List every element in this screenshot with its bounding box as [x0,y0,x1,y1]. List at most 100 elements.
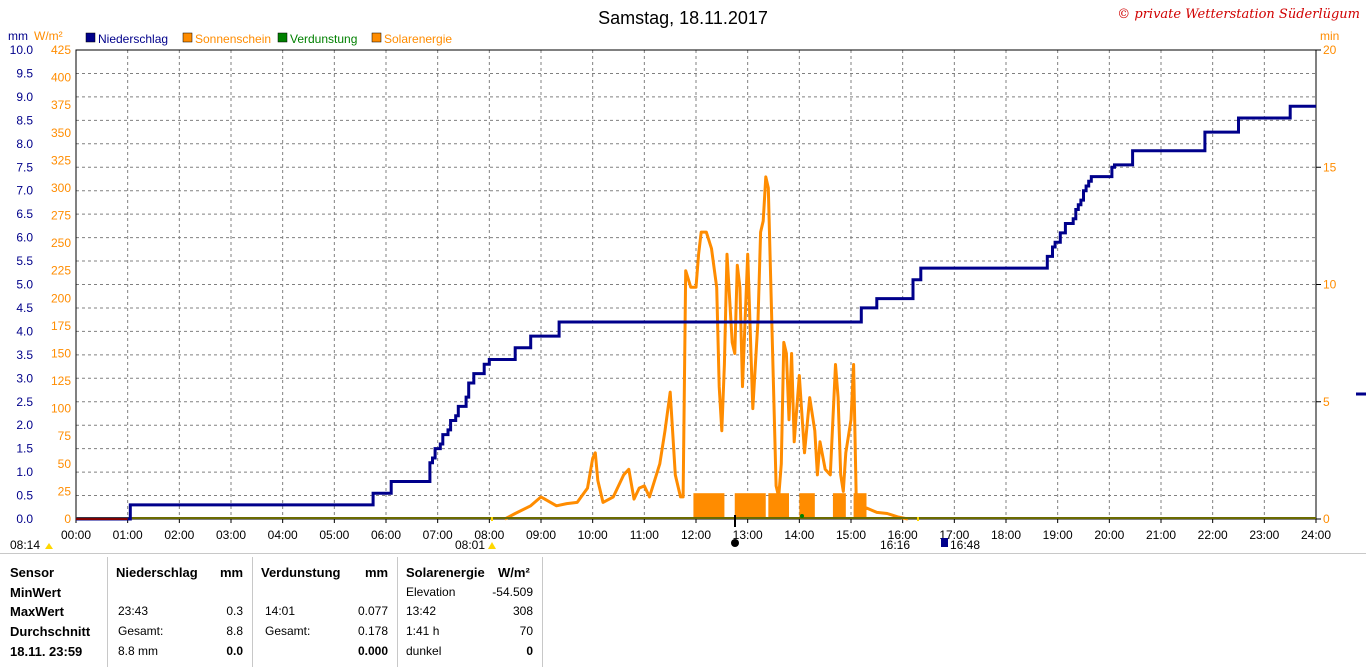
y-tick-wm2: 125 [51,374,71,388]
stats-cell-v_b: 0.000 [357,644,388,658]
x-tick-label: 02:00 [164,528,194,542]
legend-swatch [371,32,382,43]
y-tick-mm: 10.0 [10,43,34,57]
stats-cell-v_a: Gesamt: [265,624,311,638]
y-tick-mm: 7.0 [16,184,33,198]
stats-cell-n_b: 0.3 [226,604,243,618]
y-tick-mm: 3.5 [16,348,33,362]
sunshine-bar [768,493,789,519]
x-tick-label: 24:00 [1301,528,1331,542]
x-tick-label: 05:00 [319,528,349,542]
x-tick-label: 12:00 [681,528,711,542]
y-tick-wm2: 100 [51,402,71,416]
x-tick-label: 15:00 [836,528,866,542]
unit-min: min [1320,29,1339,43]
y-tick-wm2: 175 [51,319,71,333]
stats-cell-v_b: 0.178 [357,624,388,638]
col-divider [542,557,543,667]
sunrise-icon [488,542,496,549]
y-tick-wm2: 150 [51,346,71,360]
axes: 0.0 0.5 1.0 1.5 2.0 2.5 3.0 3.5 4.0 4.5 5.0 5.5 6.0 6… [10,43,1337,542]
x-tick-label: 13:00 [733,528,763,542]
x-tick-label: 09:00 [526,528,556,542]
unit-mm: mm [8,29,28,43]
x-tick-label: 07:00 [423,528,453,542]
y-tick-wm2: 300 [51,181,71,195]
stats-cell-s_a: 1:41 h [406,624,440,638]
y-tick-wm2: 75 [58,429,72,443]
y-tick-mm: 2.5 [16,395,33,409]
sun-markers: 08:14 08:01 16:16 16:48 [10,392,1366,552]
header-solar: Solarenergie [406,565,485,580]
y-tick-wm2: 225 [51,264,71,278]
y-tick-wm2: 0 [64,512,71,526]
col-divider [107,557,108,667]
legend-swatch [182,32,193,43]
sunset-time: 16:16 [880,538,910,552]
y-tick-wm2: 200 [51,291,71,305]
y-tick-wm2: 50 [58,457,72,471]
stats-cell-n_b: 8.8 [226,624,243,638]
series-niederschlag-line [76,104,1316,521]
stats-cell-label: Durchschnitt [10,624,91,639]
y-tick-mm: 8.5 [16,113,33,127]
legend: Niederschlag Sonnenschein Verdunstung Solar… [85,32,452,46]
y-tick-wm2: 350 [51,126,71,140]
y-tick-wm2: 275 [51,209,71,223]
y-tick-mm: 6.5 [16,207,33,221]
x-tick-label: 14:00 [784,528,814,542]
sunshine-bar [832,493,846,519]
stats-top-border [0,553,1366,554]
y-tick-mm: 5.5 [16,254,33,268]
stats-cell-n_a: 8.8 mm [118,644,159,658]
sunrise-time-left: 08:14 [10,538,40,552]
header-verdunstung: Verdunstung [261,565,341,580]
y-tick-mm: 4.5 [16,301,33,315]
col-divider [252,557,253,667]
stats-cell-s_b: -54.509 [492,585,533,599]
header-verdunstung-unit: mm [365,565,389,580]
x-tick-label: 11:00 [630,528,659,542]
statistics-table: Sensor Niederschlag mm Verdunstung mm So… [0,553,1366,670]
y-tick-mm: 3.0 [16,371,33,385]
header-niederschlag-unit: mm [220,565,244,580]
copyright-label: © private Wetterstation Süderlügum [1117,7,1360,22]
y-tick-mm: 6.0 [16,231,33,245]
x-tick-label: 16:00 [888,528,918,542]
noon-icon [731,539,739,547]
y-tick-wm2: 425 [51,43,71,57]
y-tick-min: 20 [1323,43,1337,57]
stats-cell-v_a: 14:01 [265,604,296,618]
sunset-time-right: 16:48 [950,538,980,552]
y-tick-mm: 5.0 [16,278,33,292]
sunset-right-icon [941,538,948,547]
x-tick-label: 03:00 [216,528,246,542]
y-tick-min: 10 [1323,278,1337,292]
header-solar-unit: W/m² [498,565,530,580]
legend-label: Sonnenschein [195,32,271,46]
x-tick-label: 04:00 [268,528,298,542]
y-tick-wm2: 25 [58,484,72,498]
legend-swatch [85,32,96,43]
x-tick-label: 22:00 [1198,528,1228,542]
y-tick-wm2: 375 [51,98,71,112]
y-tick-mm: 4.0 [16,324,33,338]
stats-cell-label: 18.11. 23:59 [10,644,83,659]
y-tick-mm: 2.0 [16,418,33,432]
x-tick-label: 01:00 [113,528,143,542]
x-tick-label: 23:00 [1249,528,1279,542]
y-tick-mm: 1.0 [16,465,33,479]
x-tick-label: 19:00 [1043,528,1073,542]
x-tick-label: 08:00 [474,528,504,542]
stats-cell-s_b: 0 [526,644,533,658]
x-tick-label: 21:00 [1146,528,1176,542]
sunshine-bar [693,493,725,519]
stats-cell-s_a: Elevation [406,585,456,599]
plot-area [76,104,1316,521]
stats-cell-s_a: dunkel [406,644,442,658]
y-tick-min: 15 [1323,160,1337,174]
y-tick-wm2: 325 [51,153,71,167]
y-tick-min: 0 [1323,512,1330,526]
sunshine-bar [734,493,766,519]
header-niederschlag: Niederschlag [116,565,198,580]
